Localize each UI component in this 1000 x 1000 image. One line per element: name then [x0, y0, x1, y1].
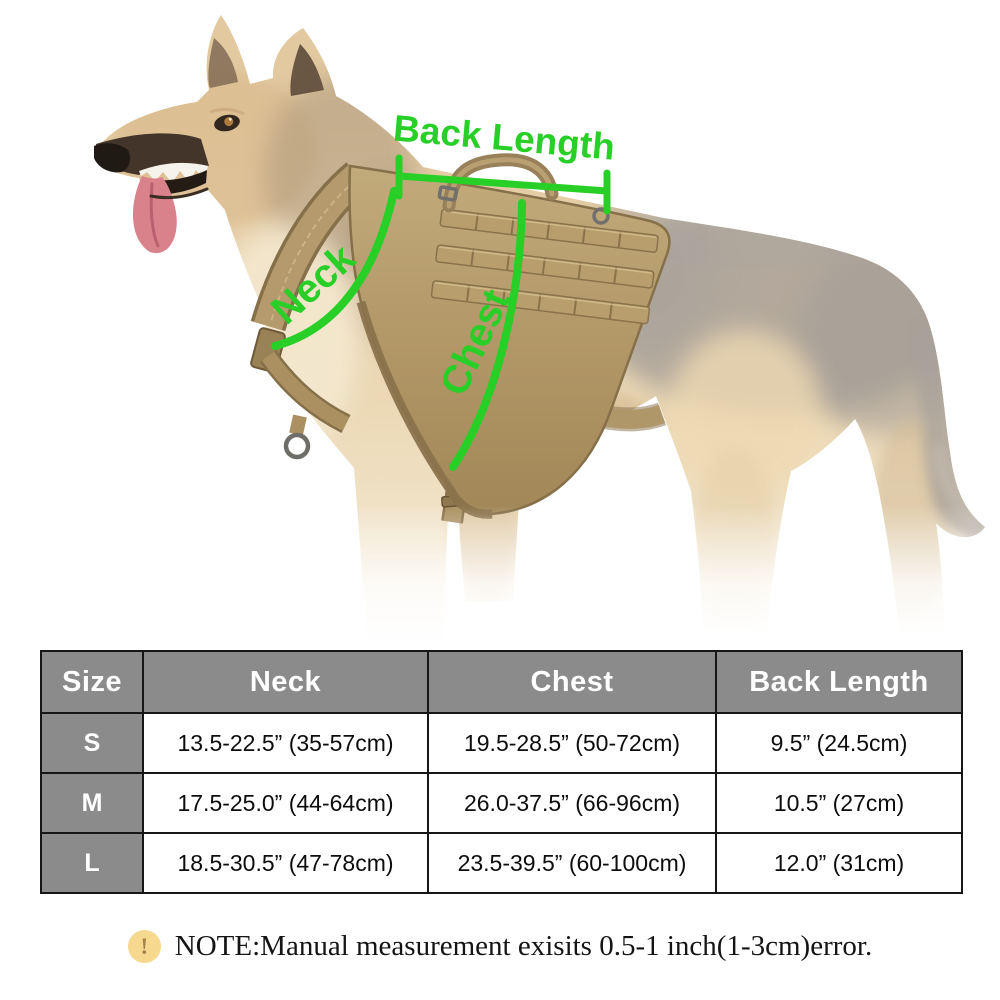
measurement-lines [271, 154, 611, 471]
table-row-m: M 17.5-25.0” (44-64cm) 26.0-37.5” (66-96… [40, 772, 963, 834]
size-cell: L [40, 832, 144, 894]
exclamation-icon: ! [127, 930, 161, 963]
metal-loop-icon [592, 207, 610, 225]
chest-measure-arc [449, 199, 526, 471]
dog-face [94, 38, 324, 254]
size-table: Size Neck Chest Back Length S 13.5-22.5”… [40, 650, 963, 894]
dog-tongue [132, 176, 177, 254]
dog-harness-illustration: Back Length Neck Chest [40, 15, 1000, 650]
header-cell-chest: Chest [427, 650, 717, 714]
back-length-value-cell: 9.5” (24.5cm) [715, 712, 963, 774]
header-cell-back-length: Back Length [715, 650, 963, 714]
size-cell: S [40, 712, 144, 774]
d-ring-icon [283, 432, 311, 460]
measurement-note: ! NOTE:Manual measurement exisits 0.5-1 … [0, 930, 1000, 963]
back-length-measure-line [395, 172, 611, 195]
neck-value-cell: 18.5-30.5” (47-78cm) [142, 832, 429, 894]
table-row-s: S 13.5-22.5” (35-57cm) 19.5-28.5” (50-72… [40, 712, 963, 774]
fade-overlay [40, 505, 1000, 650]
chest-value-cell: 19.5-28.5” (50-72cm) [427, 712, 717, 774]
header-cell-size: Size [40, 650, 144, 714]
size-cell: M [40, 772, 144, 834]
dog-eye [214, 114, 240, 132]
chest-value-cell: 26.0-37.5” (66-96cm) [427, 772, 717, 834]
dog-nose-icon [94, 143, 130, 173]
size-table-header-row: Size Neck Chest Back Length [40, 650, 963, 714]
neck-value-cell: 17.5-25.0” (44-64cm) [142, 772, 429, 834]
neck-measure-arc [271, 187, 398, 350]
table-row-l: L 18.5-30.5” (47-78cm) 23.5-39.5” (60-10… [40, 832, 963, 894]
metal-loop-icon [437, 185, 459, 202]
back-length-value-cell: 10.5” (27cm) [715, 772, 963, 834]
neck-value-cell: 13.5-22.5” (35-57cm) [142, 712, 429, 774]
note-text: NOTE:Manual measurement exisits 0.5-1 in… [174, 930, 873, 962]
dog-right-ear-inner [290, 44, 324, 96]
molle-webbing [430, 208, 659, 325]
back-length-value-cell: 12.0” (31cm) [715, 832, 963, 894]
header-cell-neck: Neck [142, 650, 429, 714]
dog-left-ear-inner [208, 38, 238, 88]
chest-value-cell: 23.5-39.5” (60-100cm) [427, 832, 717, 894]
